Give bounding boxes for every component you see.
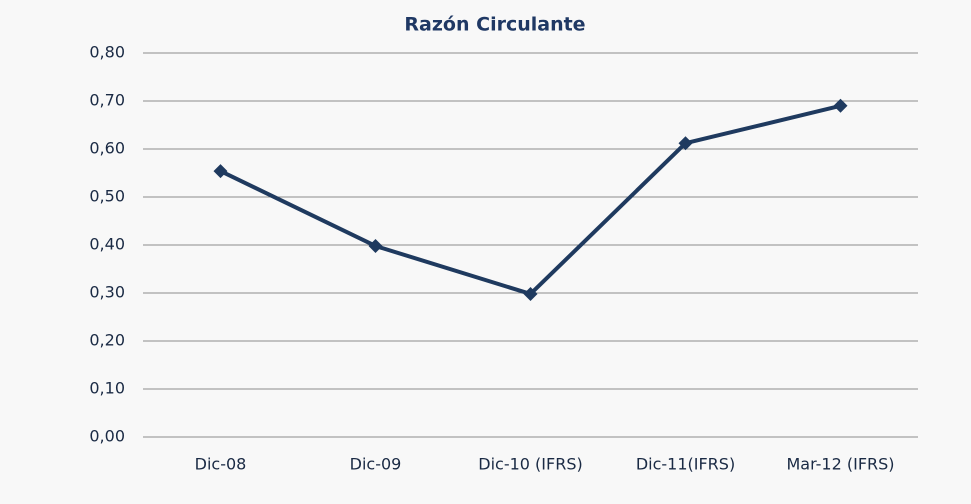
y-tick-label: 0,10 [89,379,125,398]
x-tick-label: Dic-08 [195,455,247,474]
x-tick-label: Mar-12 (IFRS) [786,455,894,474]
x-tick-label: Dic-11(IFRS) [636,455,735,474]
marker [368,238,383,253]
chart-title: Razón Circulante [404,14,585,36]
y-tick-label: 0,00 [89,427,125,446]
y-tick-label: 0,40 [89,235,125,254]
marker [678,136,693,151]
x-tick-label: Dic-10 (IFRS) [478,455,582,474]
y-tick-label: 0,30 [89,283,125,302]
y-tick-label: 0,70 [89,91,125,110]
y-tick-label: 0,50 [89,187,125,206]
y-tick-label: 0,80 [89,43,125,62]
marker [523,286,538,301]
marker [833,98,848,113]
x-tick-label: Dic-09 [350,455,402,474]
y-tick-label: 0,20 [89,331,125,350]
marker [213,164,228,179]
y-tick-label: 0,60 [89,139,125,158]
